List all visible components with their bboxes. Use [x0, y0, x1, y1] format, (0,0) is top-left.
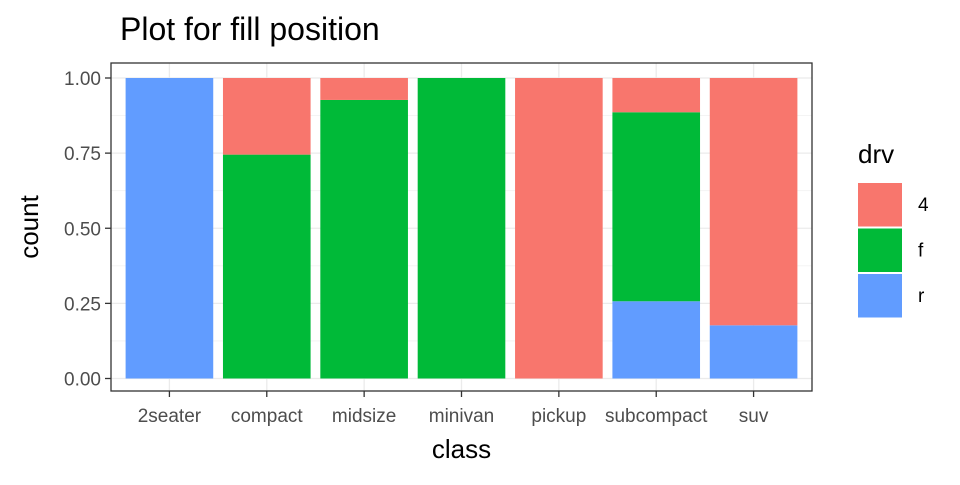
legend-key-f: [858, 228, 902, 272]
bars: [125, 78, 798, 379]
bar-pickup-4: [515, 78, 603, 379]
x-axis: 2seater compact midsize minivan pickup subcom…: [138, 391, 769, 427]
legend-label: 4: [918, 195, 929, 216]
legend-title: drv: [858, 139, 894, 169]
x-tick-label: 2seater: [138, 406, 202, 427]
y-tick-label: 0.50: [64, 219, 101, 240]
bar-2seater-r: [125, 78, 214, 379]
x-tick-label: compact: [231, 406, 304, 427]
bar-subcompact-4: [612, 78, 701, 113]
y-axis: 0.00 0.25 0.50 0.75 1.00: [64, 69, 111, 391]
legend-label: r: [918, 286, 925, 307]
bar-midsize-4: [320, 78, 408, 100]
legend-label: f: [918, 241, 924, 262]
x-tick-label: midsize: [332, 406, 396, 427]
x-tick-label: subcompact: [605, 406, 708, 427]
bar-subcompact-r: [612, 301, 701, 379]
legend-key-4: [858, 183, 902, 227]
y-axis-title: count: [14, 194, 44, 258]
x-tick-label: suv: [739, 406, 769, 427]
bar-midsize-f: [320, 99, 408, 379]
bar-suv-4: [709, 78, 798, 326]
bar-subcompact-f: [612, 112, 701, 302]
bar-compact-4: [222, 78, 311, 155]
bar-compact-f: [222, 154, 311, 379]
y-tick-label: 0.75: [64, 144, 101, 165]
x-tick-label: pickup: [531, 406, 586, 427]
y-tick-label: 1.00: [64, 69, 101, 90]
bar-suv-r: [709, 325, 798, 379]
legend-key-r: [858, 274, 902, 318]
legend: drv 4 f r: [858, 139, 929, 318]
chart-title: Plot for fill position: [120, 11, 380, 47]
y-tick-label: 0.00: [64, 370, 101, 391]
x-tick-label: minivan: [429, 406, 494, 427]
bar-minivan-f: [417, 78, 506, 379]
y-tick-label: 0.25: [64, 294, 101, 315]
x-axis-title: class: [432, 434, 491, 464]
